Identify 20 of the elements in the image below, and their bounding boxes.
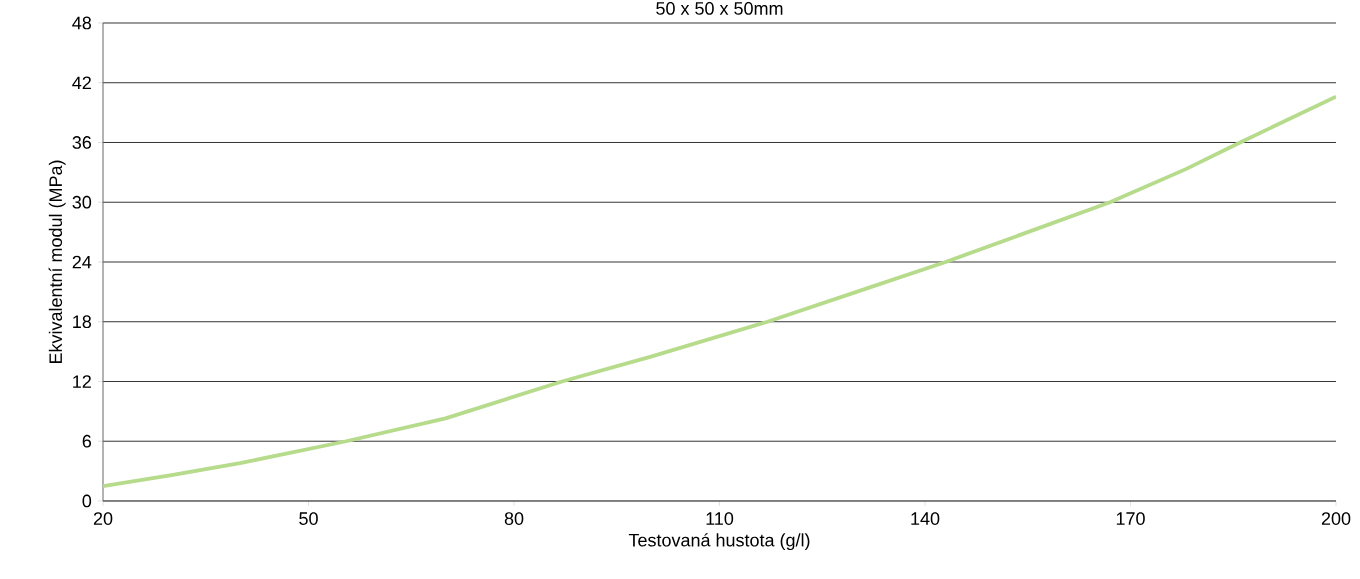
x-tick-label: 50 [299,512,318,525]
y-axis-title: Ekvivalentní modul (MPa) [48,160,66,364]
y-tick-label: 6 [82,434,92,448]
y-tick-label: 0 [82,494,92,508]
y-tick-label: 42 [72,76,91,90]
y-tick-label: 48 [72,16,92,30]
line-series [103,94,1337,488]
x-tick-label: 20 [93,512,113,525]
y-tick-label: 24 [72,255,92,269]
chart-title: 50 x 50 x 50mm [656,2,783,15]
y-tick-label: 36 [72,136,92,149]
y-tick-label: 30 [72,195,92,209]
x-tick-label: 170 [1116,512,1145,525]
x-axis-title: Testovaná hustota (g/l) [628,533,810,551]
x-tick-label: 110 [706,512,734,525]
x-tick-label: 140 [911,512,940,525]
x-tick-label: 80 [504,512,524,525]
y-tick-label: 18 [73,315,92,329]
y-tick-label: 12 [73,375,91,388]
x-tick-label: 200 [1321,512,1351,525]
